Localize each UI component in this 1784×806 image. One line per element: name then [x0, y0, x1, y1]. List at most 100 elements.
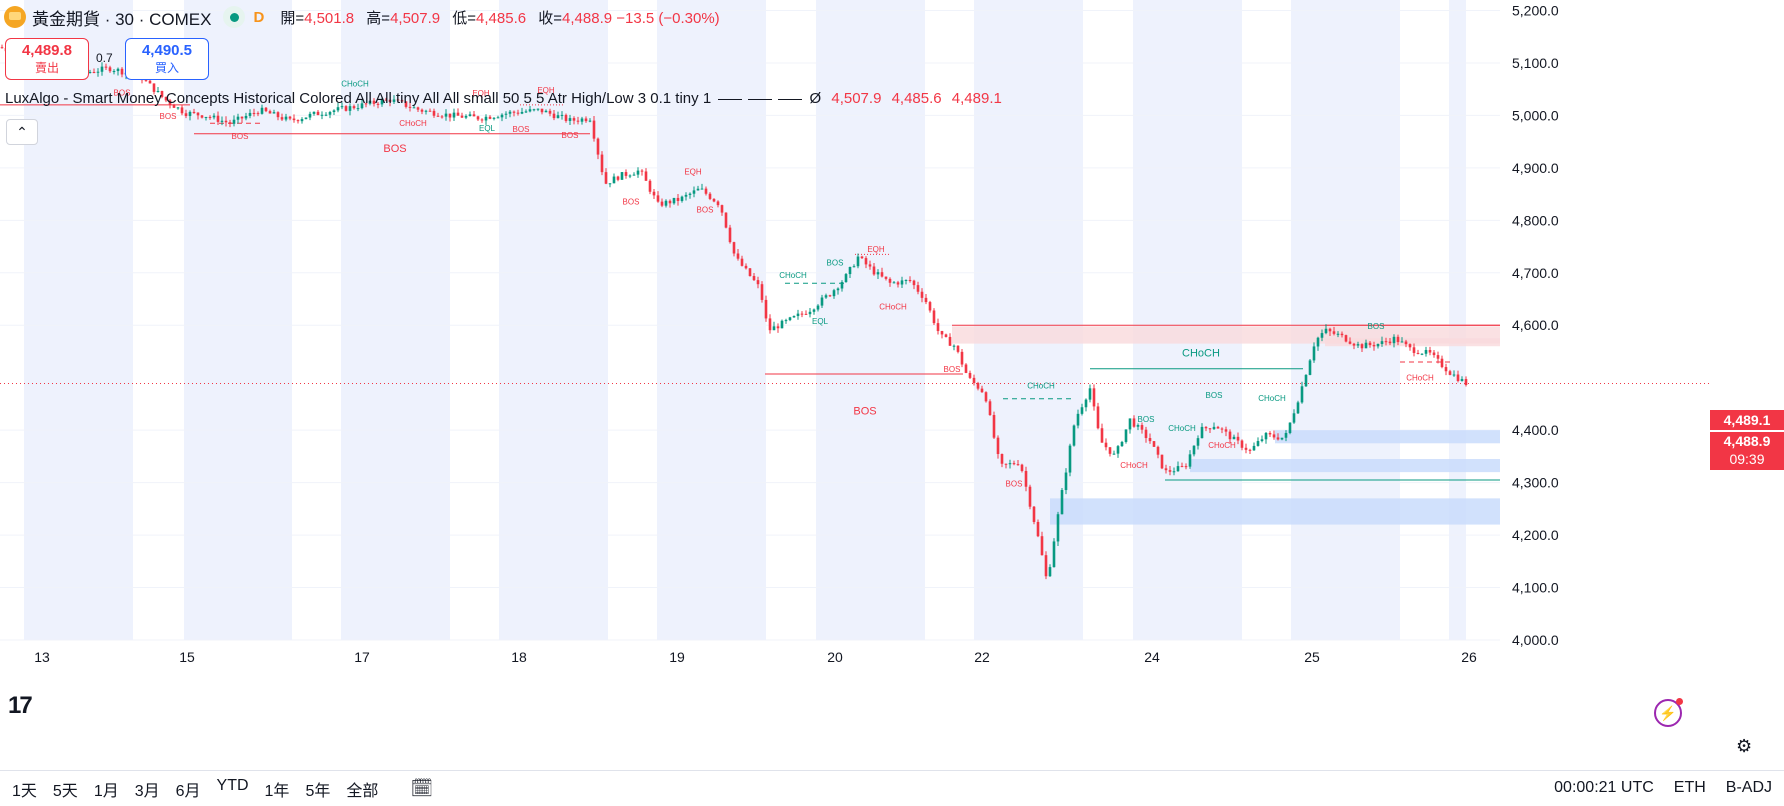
chart-header: 黃金期貨 · 30 · COMEX D 開=4,501.8 高=4,507.9 …: [0, 0, 728, 34]
range-1m[interactable]: 1月: [93, 782, 119, 800]
candle-body: [428, 110, 432, 112]
candle-body: [288, 116, 292, 119]
candle-body: [1224, 429, 1228, 432]
range-3m[interactable]: 3月: [134, 782, 160, 800]
candle-body: [1360, 344, 1364, 349]
delayed-badge[interactable]: D: [253, 8, 265, 26]
candle-body: [516, 112, 520, 114]
tradingview-logo[interactable]: 17: [8, 692, 33, 719]
structure-label: CHoCH: [399, 119, 427, 128]
candle-body: [1336, 333, 1340, 335]
candle-body: [1428, 349, 1432, 353]
range-5y[interactable]: 5年: [305, 782, 331, 800]
buy-button[interactable]: 4,490.5 買入: [125, 38, 209, 80]
utc-clock[interactable]: 00:00:21 UTC: [1554, 779, 1654, 796]
candle-body: [340, 106, 344, 108]
structure-label: EQL: [812, 317, 829, 326]
candle-body: [1132, 418, 1136, 427]
candle-body: [1384, 341, 1388, 343]
candle-body: [396, 99, 400, 101]
range-ytd[interactable]: YTD: [216, 776, 249, 794]
candle-body: [304, 117, 308, 120]
candle-body: [1372, 345, 1376, 347]
range-1d[interactable]: 1天: [12, 782, 37, 800]
candle-body: [1304, 374, 1308, 387]
candle-body: [1012, 463, 1016, 465]
symbol-title[interactable]: 黃金期貨 · 30 · COMEX: [32, 9, 212, 29]
candle-body: [180, 107, 184, 114]
structure-label: CHoCH: [1406, 373, 1434, 382]
x-tick-label: 25: [1304, 649, 1320, 665]
candle-body: [276, 112, 280, 118]
y-tick-label: 4,100.0: [1512, 580, 1559, 596]
candle-body: [1084, 399, 1088, 408]
candle-body: [584, 118, 588, 122]
candle-body: [1416, 352, 1420, 354]
candle-body: [856, 256, 860, 267]
sell-button[interactable]: 4,489.8 賣出: [5, 38, 89, 80]
structure-label: EQH: [472, 89, 490, 98]
candle-body: [848, 266, 852, 275]
adjustment-toggle[interactable]: B-ADJ: [1725, 779, 1772, 796]
calendar-range-icon[interactable]: 🗓: [410, 778, 434, 798]
candle-body: [300, 119, 304, 122]
market-status-icon[interactable]: [223, 6, 246, 28]
candle-body: [872, 266, 876, 275]
candle-body: [204, 116, 208, 118]
y-tick-label: 4,900.0: [1512, 160, 1559, 176]
candle-body: [540, 108, 544, 113]
candle-body: [1280, 437, 1284, 440]
candle-body: [496, 117, 500, 119]
structure-label: BOS: [697, 205, 714, 214]
collapse-legend-button[interactable]: ⌃: [6, 119, 38, 145]
y-tick-label: 4,400.0: [1512, 422, 1559, 438]
candle-body: [888, 278, 892, 283]
range-1y[interactable]: 1年: [264, 782, 290, 800]
high-value: 4,507.9: [390, 9, 441, 27]
candle-body: [1368, 342, 1372, 346]
indicator-legend[interactable]: LuxAlgo - Smart Money Concepts Historica…: [5, 90, 1002, 107]
last-price: 4,488.9: [1723, 433, 1771, 449]
session-toggle[interactable]: ETH: [1673, 779, 1706, 796]
range-6m[interactable]: 6月: [175, 782, 201, 800]
structure-label: EQL: [479, 124, 496, 133]
candle-body: [704, 188, 708, 194]
candle-body: [1396, 336, 1400, 343]
range-all[interactable]: 全部: [346, 782, 379, 800]
candle-body: [352, 106, 356, 109]
structure-label: CHoCH: [1258, 394, 1286, 403]
candle-body: [948, 336, 952, 346]
candle-body: [448, 113, 452, 118]
structure-label: CHoCH: [779, 271, 807, 280]
candle-body: [148, 80, 152, 84]
candle-body: [1408, 344, 1412, 348]
candle-body: [1064, 472, 1068, 491]
candle-body: [924, 297, 928, 303]
candle-body: [88, 72, 92, 74]
date-range-buttons: 1天 5天 1月 3月 6月 YTD 1年 5年 全部: [12, 777, 394, 801]
candle-body: [1440, 358, 1444, 368]
lightning-icon[interactable]: ⚡: [1654, 698, 1683, 727]
structure-label: CHoCH: [1208, 441, 1236, 450]
candle-body: [1252, 445, 1256, 451]
candle-body: [556, 115, 560, 119]
candle-body: [1048, 567, 1052, 577]
x-tick-label: 17: [354, 649, 370, 665]
candle-body: [388, 99, 392, 102]
settings-gear-icon[interactable]: ⚙: [1736, 736, 1753, 756]
candle-body: [472, 114, 476, 117]
candle-body: [932, 310, 936, 324]
candle-body: [400, 100, 404, 102]
candle-body: [1156, 446, 1160, 455]
range-5d[interactable]: 5天: [52, 782, 78, 800]
candle-body: [1124, 429, 1128, 442]
candle-body: [836, 288, 840, 291]
candle-body: [1316, 337, 1320, 347]
candle-body: [328, 112, 332, 115]
candle-body: [952, 345, 956, 347]
candle-body: [156, 90, 160, 92]
candle-body: [1352, 343, 1356, 346]
candle-body: [1080, 407, 1084, 414]
price-chart[interactable]: BOS BOS CHoCH EQH EQH CHoCH BOS EQL BOS BOS BOS BOS…: [0, 0, 1784, 770]
candle-body: [560, 114, 564, 116]
